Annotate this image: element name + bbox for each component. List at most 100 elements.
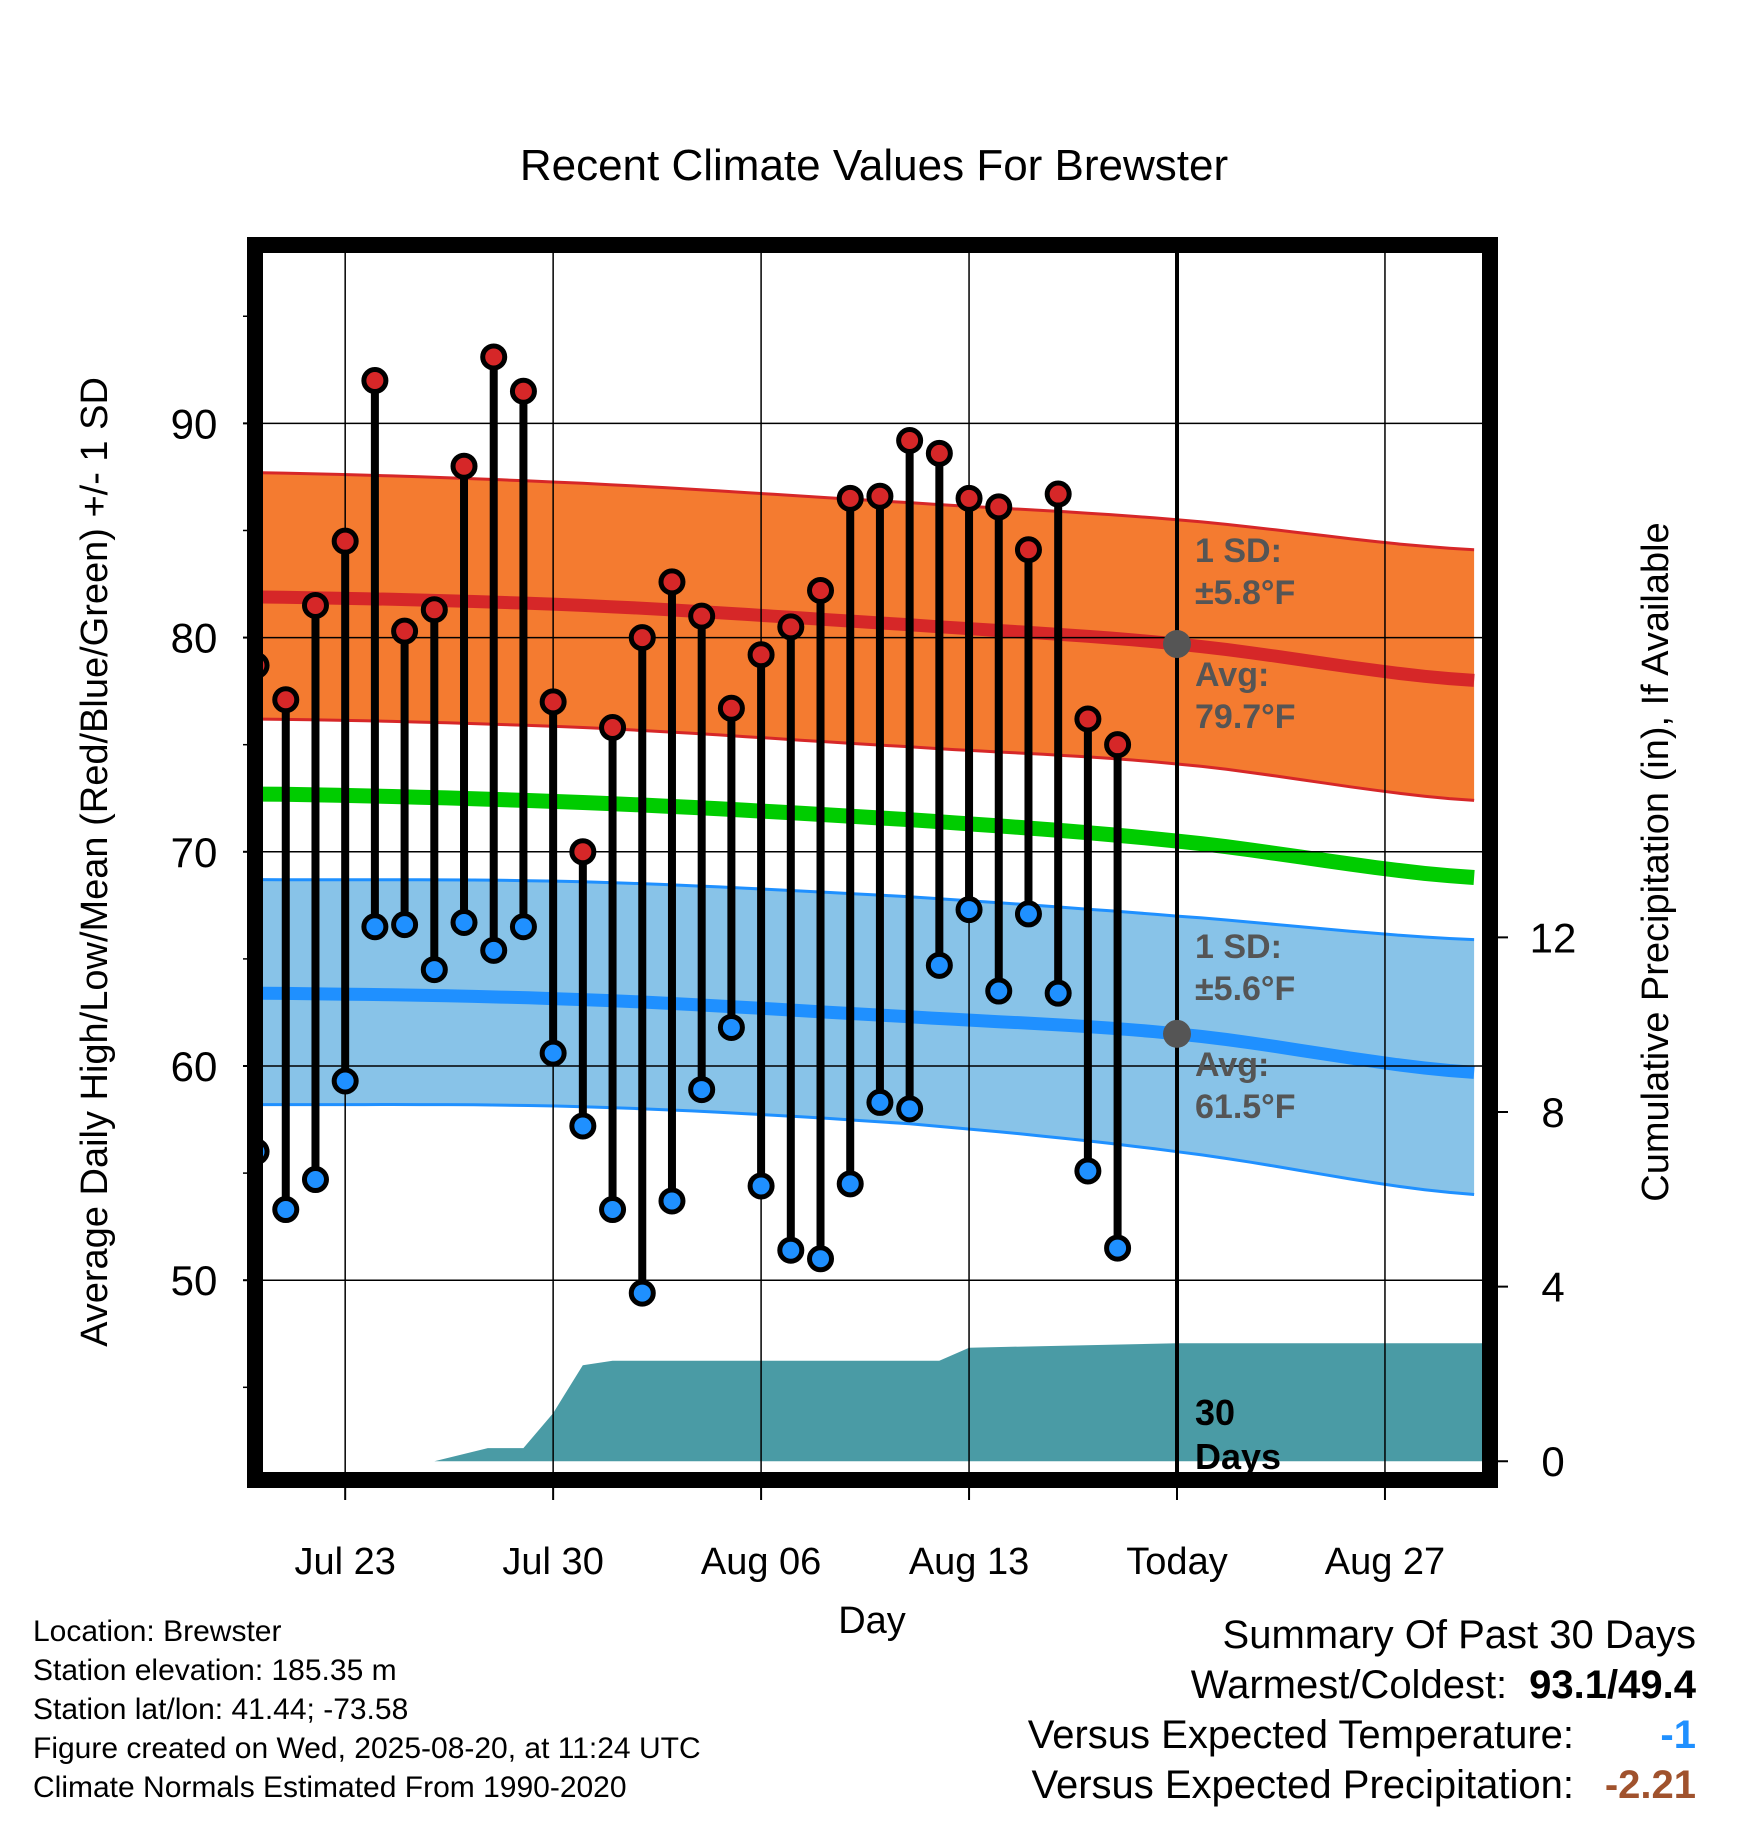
daily-high-point <box>747 641 775 669</box>
daily-low-point <box>955 896 983 924</box>
normal-mean-line <box>262 786 1475 885</box>
daily-low-point <box>420 956 448 984</box>
daily-high-point <box>658 568 686 596</box>
daily-high-point <box>1044 480 1072 508</box>
precip-row: Versus Expected Precipitation: -2.21 <box>1028 1760 1696 1810</box>
daily-high-point <box>480 343 508 371</box>
daily-low-point <box>1074 1157 1102 1185</box>
x-tick-label: Aug 13 <box>909 1541 1029 1583</box>
plot-frame <box>247 237 1498 1488</box>
daily-high-point <box>1074 705 1102 733</box>
daily-low-point <box>509 913 537 941</box>
daily-low-point <box>539 1039 567 1067</box>
period-label-number: 30 <box>1195 1392 1235 1433</box>
low-sd-value: ±5.6°F <box>1195 970 1295 1008</box>
daily-low-point <box>1044 979 1072 1007</box>
daily-low-point <box>1104 1234 1132 1262</box>
daily-low-point <box>985 977 1013 1005</box>
daily-high-point <box>1104 731 1132 759</box>
x-tick-label: Aug 27 <box>1325 1541 1445 1583</box>
warm-cold-value: 93.1/49.4 <box>1529 1663 1696 1707</box>
x-tick-label: Jul 23 <box>294 1541 395 1583</box>
today-low-normal-marker <box>1163 1019 1192 1048</box>
x-tick-label: Today <box>1126 1541 1227 1583</box>
low-avg-value: 61.5°F <box>1195 1088 1296 1126</box>
low-sd-band <box>262 879 1475 1195</box>
daily-low-point <box>301 1166 329 1194</box>
daily-high-point <box>896 427 924 455</box>
daily-high-point <box>925 439 953 467</box>
x-axis-label: Day <box>838 1600 906 1642</box>
y-tick-label: 90 <box>171 400 218 447</box>
daily-high-point <box>450 452 478 480</box>
daily-low-point <box>262 1139 270 1164</box>
daily-high-point <box>420 596 448 624</box>
x-tick-label: Jul 30 <box>502 1541 603 1583</box>
period-label-days: Days <box>1195 1436 1281 1477</box>
precip-value: -2.21 <box>1604 1763 1696 1807</box>
daily-low-point <box>391 911 419 939</box>
daily-high-point <box>866 482 894 510</box>
daily-high-point <box>262 653 270 678</box>
daily-low-point <box>272 1196 300 1224</box>
daily-low-point <box>569 1112 597 1140</box>
daily-high-point <box>272 686 300 714</box>
daily-high-point <box>361 367 389 395</box>
high-sd-band <box>262 472 1475 801</box>
y-tick-label: 50 <box>171 1257 218 1304</box>
daily-high-point <box>688 602 716 630</box>
daily-low-point <box>688 1076 716 1104</box>
daily-low-point <box>866 1088 894 1116</box>
normals-text: Climate Normals Estimated From 1990-2020 <box>33 1771 627 1804</box>
temp-label: Versus Expected Temperature: <box>1027 1713 1574 1757</box>
daily-low-point <box>747 1172 775 1200</box>
high-avg-value: 79.7°F <box>1195 698 1296 736</box>
high-sd-label: 1 SD: <box>1195 532 1282 570</box>
y-tick-label: 60 <box>171 1043 218 1090</box>
low-avg-label: Avg: <box>1195 1046 1269 1084</box>
daily-high-point <box>628 624 656 652</box>
precip-label: Versus Expected Precipitation: <box>1031 1763 1574 1807</box>
y2-tick-label: 4 <box>1541 1264 1564 1311</box>
y-tick-label: 80 <box>171 615 218 662</box>
x-tick-label: Aug 06 <box>701 1541 821 1583</box>
daily-high-point <box>509 377 537 405</box>
daily-high-point <box>777 613 805 641</box>
daily-low-point <box>807 1245 835 1273</box>
daily-low-point <box>361 913 389 941</box>
high-avg-label: Avg: <box>1195 656 1269 694</box>
daily-high-point <box>1014 536 1042 564</box>
daily-high-point <box>717 694 745 722</box>
daily-high-point <box>836 484 864 512</box>
y-tick-label: 70 <box>171 829 218 876</box>
chart-title: Recent Climate Values For Brewster <box>520 141 1228 190</box>
daily-low-point <box>925 951 953 979</box>
daily-low-point <box>599 1196 627 1224</box>
y2-tick-label: 0 <box>1541 1438 1564 1485</box>
summary-panel: Summary Of Past 30 Days Warmest/Coldest:… <box>1028 1610 1696 1810</box>
daily-low-point <box>836 1170 864 1198</box>
daily-high-point <box>331 527 359 555</box>
location-text: Location: Brewster <box>33 1615 282 1648</box>
station-info: Location: Brewster Station elevation: 18… <box>33 1612 701 1807</box>
daily-low-point <box>628 1279 656 1307</box>
daily-high-point <box>569 838 597 866</box>
low-sd-label: 1 SD: <box>1195 928 1282 966</box>
temp-value: -1 <box>1660 1713 1696 1757</box>
daily-high-point <box>539 688 567 716</box>
daily-low-point <box>331 1067 359 1095</box>
y-axis-label: Average Daily High/Low/Mean (Red/Blue/Gr… <box>74 377 116 1347</box>
precipitation-area <box>262 1343 1483 1462</box>
high-sd-value: ±5.8°F <box>1195 574 1295 612</box>
today-high-normal-marker <box>1163 630 1192 659</box>
daily-low-point <box>717 1013 745 1041</box>
daily-low-point <box>896 1095 924 1123</box>
daily-low-point <box>1014 900 1042 928</box>
low-sd-band-lower-edge <box>262 1102 1475 1196</box>
y2-tick-label: 12 <box>1530 914 1577 961</box>
daily-low-point <box>777 1236 805 1264</box>
summary-title: Summary Of Past 30 Days <box>1222 1613 1696 1657</box>
daily-high-point <box>599 714 627 742</box>
warm-cold-row: Warmest/Coldest: 93.1/49.4 <box>1028 1660 1696 1710</box>
